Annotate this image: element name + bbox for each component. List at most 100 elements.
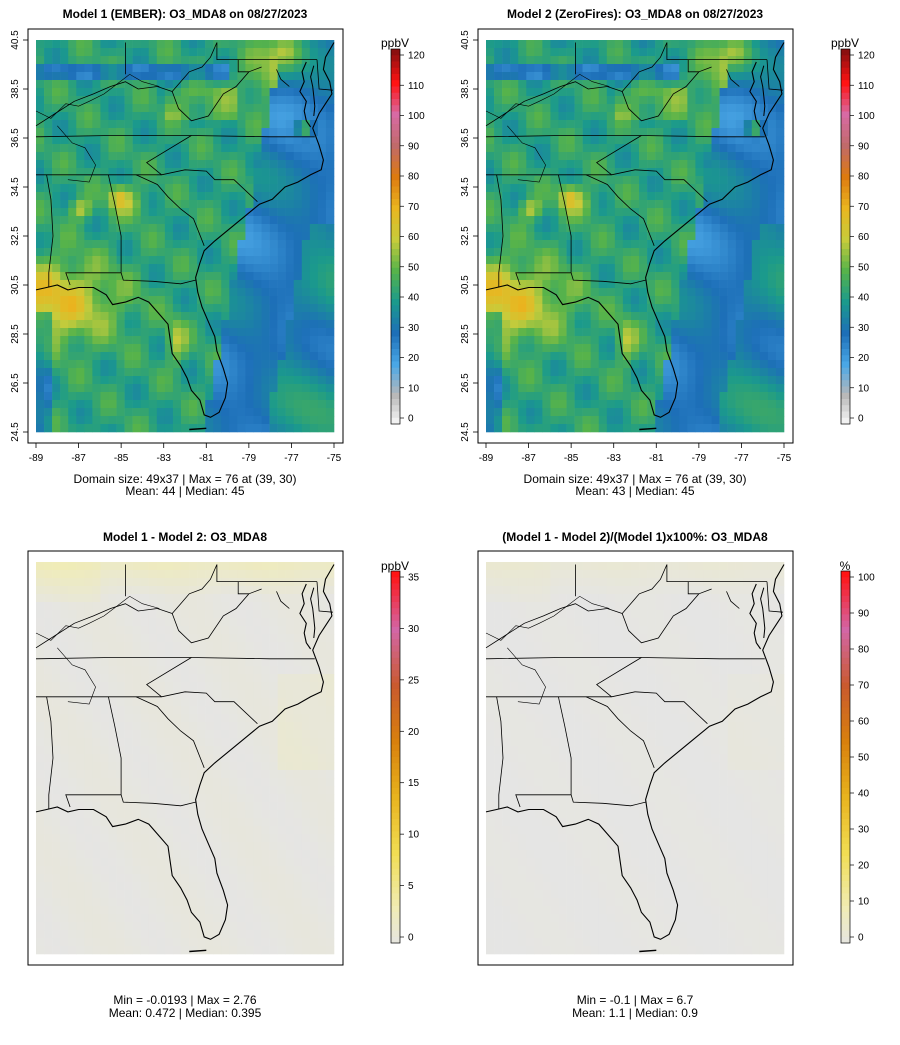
legend-tick-label: 10: [408, 830, 420, 841]
x-tick-label: -83: [156, 453, 171, 464]
stats-line-2: Mean: 1.1 | Median: 0.9: [572, 1006, 698, 1020]
x-tick-label: -79: [242, 453, 257, 464]
legend-tick-label: 30: [858, 825, 870, 836]
legend-tick-label: 20: [408, 353, 420, 364]
legend-unit: ppbV: [831, 36, 859, 50]
panel-model2: Model 2 (ZeroFires): O3_MDA8 on 08/27/20…: [460, 7, 875, 498]
stats-line-2: Mean: 43 | Median: 45: [575, 484, 695, 498]
stats-line-2: Mean: 0.472 | Median: 0.395: [109, 1006, 262, 1020]
legend-tick-label: 15: [408, 778, 420, 789]
legend-tick-label: 20: [858, 353, 870, 364]
legend-tick-label: 60: [408, 232, 420, 243]
y-tick-label: 26.5: [460, 373, 471, 393]
legend-colorbar: 0 10 20 30 40 50 60 70 80 90 100 110 120: [390, 48, 425, 425]
x-tick-label: -79: [692, 453, 707, 464]
panel-model1: Model 1 (EMBER): O3_MDA8 on 08/27/2023 p…: [10, 7, 425, 498]
y-tick-label: 36.5: [460, 128, 471, 148]
legend-colorbar: 0 10 20 30 40 50 60 70 80 90 100: [840, 570, 875, 944]
panel-title: Model 1 - Model 2: O3_MDA8: [103, 530, 267, 544]
y-tick-label: 34.5: [460, 177, 471, 197]
legend-tick-label: 120: [858, 51, 875, 62]
stats-line-1: Min = -0.1 | Max = 6.7: [577, 993, 694, 1007]
panel-title: Model 1 (EMBER): O3_MDA8 on 08/27/2023: [63, 7, 308, 21]
legend-tick-label: 30: [408, 624, 420, 635]
legend-tick-label: 60: [858, 717, 870, 728]
coastline: [485, 42, 785, 431]
x-tick-label: -81: [649, 453, 664, 464]
y-tick-label: 24.5: [460, 422, 471, 442]
y-tick-label: 24.5: [10, 422, 21, 442]
legend-tick-label: 120: [408, 51, 425, 62]
x-tick-label: -77: [734, 453, 749, 464]
x-tick-label: -89: [479, 453, 494, 464]
legend-tick-label: 10: [858, 383, 870, 394]
legend-tick-label: 30: [858, 323, 870, 334]
legend-tick-label: 80: [858, 172, 870, 183]
legend-tick-label: 70: [408, 202, 420, 213]
legend-tick-label: 0: [408, 933, 414, 944]
gridded-field: [486, 40, 785, 433]
legend-tick-label: 25: [408, 675, 420, 686]
y-tick-label: 40.5: [10, 30, 21, 50]
legend-tick-label: 50: [858, 753, 870, 764]
map-frame: [27, 550, 344, 966]
legend-tick-label: 110: [858, 81, 874, 92]
x-tick-label: -85: [564, 453, 579, 464]
x-tick-label: -81: [199, 453, 214, 464]
state-boundaries: [35, 564, 333, 810]
y-axis: 24.5 26.5 28.5 30.5 32.5 34.5 36.5 38.5 40.5: [460, 30, 478, 442]
legend-tick-label: 0: [858, 933, 864, 944]
y-tick-label: 32.5: [10, 226, 21, 246]
coastline: [485, 564, 785, 953]
y-tick-label: 28.5: [10, 324, 21, 344]
y-tick-label: 40.5: [460, 30, 471, 50]
y-tick-label: 30.5: [10, 275, 21, 295]
legend-tick-label: 40: [858, 293, 870, 304]
panel-title: (Model 1 - Model 2)/(Model 1)x100%: O3_M…: [502, 530, 768, 544]
legend-unit: ppbV: [381, 36, 409, 50]
x-tick-label: -85: [114, 453, 129, 464]
x-tick-label: -87: [521, 453, 536, 464]
panel-title: Model 2 (ZeroFires): O3_MDA8 on 08/27/20…: [507, 7, 763, 21]
legend-tick-label: 35: [408, 573, 420, 584]
state-boundaries: [485, 42, 783, 288]
legend-tick-label: 100: [408, 111, 425, 122]
y-axis: 24.5 26.5 28.5 30.5 32.5 34.5 36.5 38.5 40.5: [10, 30, 28, 442]
legend-tick-label: 50: [858, 262, 870, 273]
stats-line-1: Domain size: 49x37 | Max = 76 at (39, 30…: [524, 472, 747, 486]
legend-tick-label: 20: [408, 727, 420, 738]
coastline: [35, 42, 335, 431]
gridded-field: [36, 562, 335, 955]
legend-tick-label: 0: [408, 414, 414, 425]
stats-line-1: Domain size: 49x37 | Max = 76 at (39, 30…: [74, 472, 297, 486]
legend-tick-label: 5: [408, 881, 414, 892]
legend-tick-label: 60: [858, 232, 870, 243]
legend-tick-label: 50: [408, 262, 420, 273]
state-boundaries: [485, 564, 783, 810]
x-tick-label: -77: [284, 453, 299, 464]
legend-tick-label: 10: [858, 897, 870, 908]
legend-colorbar: 0 10 20 30 40 50 60 70 80 90 100 110 120: [840, 48, 875, 425]
legend-tick-label: 10: [408, 383, 420, 394]
legend-tick-label: 90: [858, 609, 870, 620]
legend-tick-label: 90: [858, 141, 870, 152]
legend-tick-label: 100: [858, 111, 875, 122]
y-tick-label: 34.5: [10, 177, 21, 197]
legend-tick-label: 70: [858, 202, 870, 213]
state-boundaries: [35, 42, 333, 288]
y-tick-label: 26.5: [10, 373, 21, 393]
y-tick-label: 32.5: [460, 226, 471, 246]
legend-tick-label: 20: [858, 861, 870, 872]
legend-tick-label: 0: [858, 414, 864, 425]
legend-unit: ppbV: [381, 559, 409, 573]
legend-tick-label: 40: [858, 789, 870, 800]
y-tick-label: 38.5: [460, 79, 471, 99]
legend-tick-label: 70: [858, 681, 870, 692]
x-axis: -89 -87 -85 -83 -81 -79 -77 -75: [479, 443, 792, 464]
legend-tick-label: 40: [408, 293, 420, 304]
x-tick-label: -89: [29, 453, 44, 464]
x-tick-label: -75: [777, 453, 792, 464]
x-tick-label: -75: [327, 453, 342, 464]
legend-tick-label: 30: [408, 323, 420, 334]
